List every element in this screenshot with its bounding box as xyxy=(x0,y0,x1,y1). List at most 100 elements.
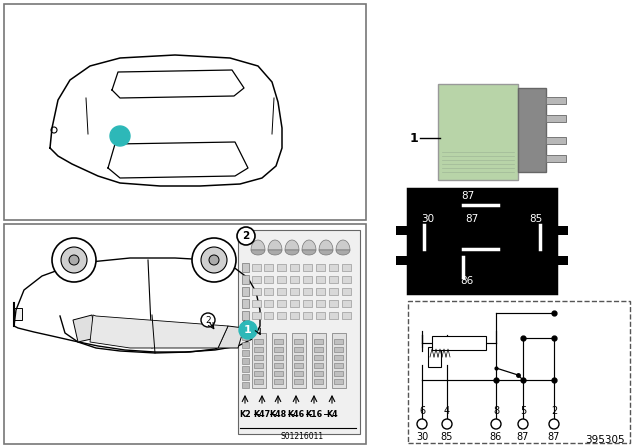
Bar xyxy=(277,276,286,283)
Text: K47: K47 xyxy=(253,409,271,418)
Bar xyxy=(342,264,351,271)
Polygon shape xyxy=(268,250,282,255)
Bar xyxy=(277,300,286,307)
Bar xyxy=(252,333,266,388)
Bar xyxy=(546,137,566,144)
Text: 30: 30 xyxy=(421,214,434,224)
Bar xyxy=(303,312,312,319)
Bar xyxy=(4,224,366,444)
Text: K16: K16 xyxy=(305,409,323,418)
Bar xyxy=(252,312,261,319)
Bar xyxy=(342,288,351,295)
Bar xyxy=(342,276,351,283)
Text: 2: 2 xyxy=(243,231,250,241)
Text: 5: 5 xyxy=(520,406,526,416)
Bar xyxy=(334,339,343,344)
Bar xyxy=(518,88,546,172)
Bar xyxy=(14,308,22,320)
Bar xyxy=(290,276,299,283)
Text: 2: 2 xyxy=(551,406,557,416)
Bar xyxy=(329,288,338,295)
Text: K2: K2 xyxy=(239,409,251,418)
Bar xyxy=(303,276,312,283)
Polygon shape xyxy=(302,250,316,255)
Circle shape xyxy=(518,419,528,429)
Circle shape xyxy=(110,126,130,146)
Bar xyxy=(242,334,249,340)
Bar xyxy=(334,371,343,376)
Bar xyxy=(290,312,299,319)
Polygon shape xyxy=(268,240,282,250)
Bar xyxy=(290,300,299,307)
Polygon shape xyxy=(73,315,96,342)
Bar xyxy=(329,276,338,283)
Bar xyxy=(242,275,249,284)
Circle shape xyxy=(237,227,255,245)
Bar xyxy=(290,264,299,271)
Text: 30: 30 xyxy=(416,432,428,442)
Bar xyxy=(274,339,283,344)
Bar xyxy=(274,355,283,360)
Bar xyxy=(314,339,323,344)
Bar xyxy=(316,276,325,283)
Bar xyxy=(303,288,312,295)
Bar xyxy=(254,355,263,360)
Bar xyxy=(303,264,312,271)
Bar xyxy=(334,363,343,368)
Bar xyxy=(546,155,566,162)
Bar xyxy=(242,299,249,308)
Text: 86: 86 xyxy=(490,432,502,442)
Bar xyxy=(292,333,306,388)
Polygon shape xyxy=(302,240,316,250)
Bar xyxy=(252,276,261,283)
Bar xyxy=(294,371,303,376)
Text: 87: 87 xyxy=(517,432,529,442)
Bar xyxy=(242,350,249,356)
Polygon shape xyxy=(285,250,299,255)
Bar xyxy=(294,355,303,360)
Bar xyxy=(290,288,299,295)
Bar xyxy=(274,379,283,384)
Circle shape xyxy=(442,419,452,429)
Text: 86: 86 xyxy=(460,276,473,286)
Polygon shape xyxy=(336,250,350,255)
Bar xyxy=(556,256,568,265)
Circle shape xyxy=(201,247,227,273)
Bar xyxy=(546,97,566,104)
Text: 85: 85 xyxy=(441,432,453,442)
Bar xyxy=(342,312,351,319)
Bar xyxy=(312,333,326,388)
Bar xyxy=(408,189,556,293)
Bar xyxy=(334,379,343,384)
Bar xyxy=(252,264,261,271)
Bar xyxy=(242,287,249,296)
Bar xyxy=(254,371,263,376)
Bar xyxy=(238,230,360,434)
Bar xyxy=(329,264,338,271)
Text: K46: K46 xyxy=(287,409,305,418)
Polygon shape xyxy=(336,240,350,250)
Bar xyxy=(314,347,323,352)
Text: S01216011: S01216011 xyxy=(280,431,324,440)
Bar xyxy=(332,333,346,388)
Bar xyxy=(274,363,283,368)
Bar xyxy=(242,263,249,272)
Bar xyxy=(294,363,303,368)
Bar xyxy=(556,226,568,235)
Bar xyxy=(264,312,273,319)
Bar xyxy=(334,355,343,360)
Bar xyxy=(329,300,338,307)
Circle shape xyxy=(239,321,257,339)
Circle shape xyxy=(549,419,559,429)
Text: K48: K48 xyxy=(269,409,287,418)
Bar xyxy=(252,300,261,307)
Bar xyxy=(334,347,343,352)
Bar xyxy=(277,312,286,319)
Bar xyxy=(252,288,261,295)
Bar xyxy=(272,333,286,388)
Polygon shape xyxy=(251,240,265,250)
Bar xyxy=(408,301,630,443)
Bar xyxy=(314,379,323,384)
Bar xyxy=(314,355,323,360)
Bar xyxy=(242,358,249,364)
